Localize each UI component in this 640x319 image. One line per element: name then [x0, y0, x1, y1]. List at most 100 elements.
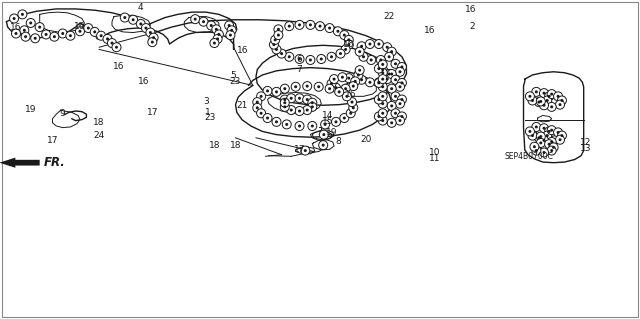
Circle shape [556, 135, 564, 144]
Circle shape [340, 114, 349, 122]
Circle shape [396, 82, 404, 91]
Circle shape [341, 76, 344, 79]
Circle shape [335, 87, 344, 96]
Circle shape [548, 95, 550, 98]
Circle shape [274, 38, 276, 41]
Circle shape [260, 112, 262, 115]
Circle shape [210, 24, 212, 27]
Circle shape [540, 141, 542, 145]
Circle shape [545, 92, 554, 101]
Circle shape [42, 30, 51, 39]
Text: 18: 18 [93, 118, 105, 127]
Circle shape [399, 70, 401, 73]
Circle shape [308, 122, 317, 130]
Circle shape [396, 67, 404, 76]
Circle shape [359, 52, 368, 61]
Circle shape [50, 32, 59, 41]
Circle shape [357, 75, 366, 84]
Circle shape [378, 67, 380, 70]
Circle shape [303, 106, 312, 115]
Circle shape [376, 56, 385, 64]
Circle shape [538, 136, 540, 139]
Circle shape [207, 21, 216, 30]
Circle shape [543, 92, 545, 95]
Text: 16: 16 [138, 77, 150, 86]
Text: 11: 11 [429, 154, 441, 163]
Circle shape [218, 33, 220, 36]
Circle shape [136, 19, 145, 28]
Circle shape [399, 85, 401, 88]
Circle shape [385, 52, 394, 61]
Circle shape [280, 84, 289, 93]
Circle shape [298, 124, 301, 128]
Circle shape [112, 43, 121, 52]
Circle shape [288, 55, 291, 58]
Circle shape [328, 26, 331, 30]
Circle shape [378, 68, 387, 77]
Text: 2: 2 [470, 22, 475, 31]
Circle shape [309, 23, 312, 26]
Text: 16: 16 [237, 46, 249, 55]
Circle shape [13, 17, 15, 20]
Circle shape [18, 10, 27, 19]
Circle shape [24, 35, 27, 38]
Circle shape [378, 115, 380, 118]
Text: 17: 17 [47, 136, 58, 145]
Circle shape [256, 100, 259, 104]
Circle shape [311, 101, 314, 104]
Text: 21: 21 [236, 101, 248, 110]
Circle shape [333, 78, 335, 81]
Circle shape [374, 40, 383, 48]
Circle shape [529, 130, 531, 133]
Circle shape [391, 109, 400, 118]
Circle shape [66, 31, 75, 40]
Circle shape [34, 37, 36, 40]
Circle shape [543, 127, 545, 130]
Circle shape [360, 45, 363, 48]
Circle shape [546, 99, 548, 102]
Circle shape [295, 107, 304, 115]
Circle shape [290, 97, 292, 100]
Circle shape [557, 95, 559, 98]
Circle shape [100, 34, 102, 37]
Circle shape [391, 59, 400, 68]
Circle shape [357, 42, 366, 51]
Circle shape [365, 78, 374, 87]
Circle shape [324, 123, 326, 126]
Circle shape [53, 35, 56, 38]
Circle shape [351, 100, 353, 104]
Circle shape [284, 98, 286, 101]
Circle shape [374, 95, 383, 104]
Text: 4: 4 [138, 3, 143, 11]
Circle shape [191, 15, 200, 24]
Circle shape [132, 18, 134, 21]
Circle shape [287, 106, 296, 115]
Circle shape [317, 85, 320, 88]
Circle shape [394, 95, 397, 98]
Circle shape [344, 48, 347, 51]
Circle shape [230, 29, 233, 32]
Circle shape [547, 146, 556, 155]
Circle shape [317, 55, 326, 63]
Circle shape [386, 46, 388, 49]
Circle shape [381, 71, 384, 74]
Circle shape [140, 22, 142, 26]
Circle shape [291, 82, 300, 91]
Circle shape [348, 98, 356, 107]
Circle shape [328, 87, 331, 90]
Circle shape [325, 24, 334, 33]
Circle shape [266, 89, 269, 93]
Circle shape [90, 27, 99, 36]
Circle shape [106, 37, 109, 41]
Text: 7: 7 [297, 65, 302, 74]
Text: 14: 14 [322, 111, 333, 120]
Circle shape [337, 30, 339, 33]
Circle shape [536, 132, 545, 141]
Circle shape [354, 80, 356, 83]
Circle shape [381, 85, 384, 88]
Circle shape [536, 97, 545, 106]
FancyArrow shape [0, 158, 40, 168]
Circle shape [319, 141, 328, 150]
Circle shape [335, 86, 337, 89]
Circle shape [349, 112, 352, 115]
